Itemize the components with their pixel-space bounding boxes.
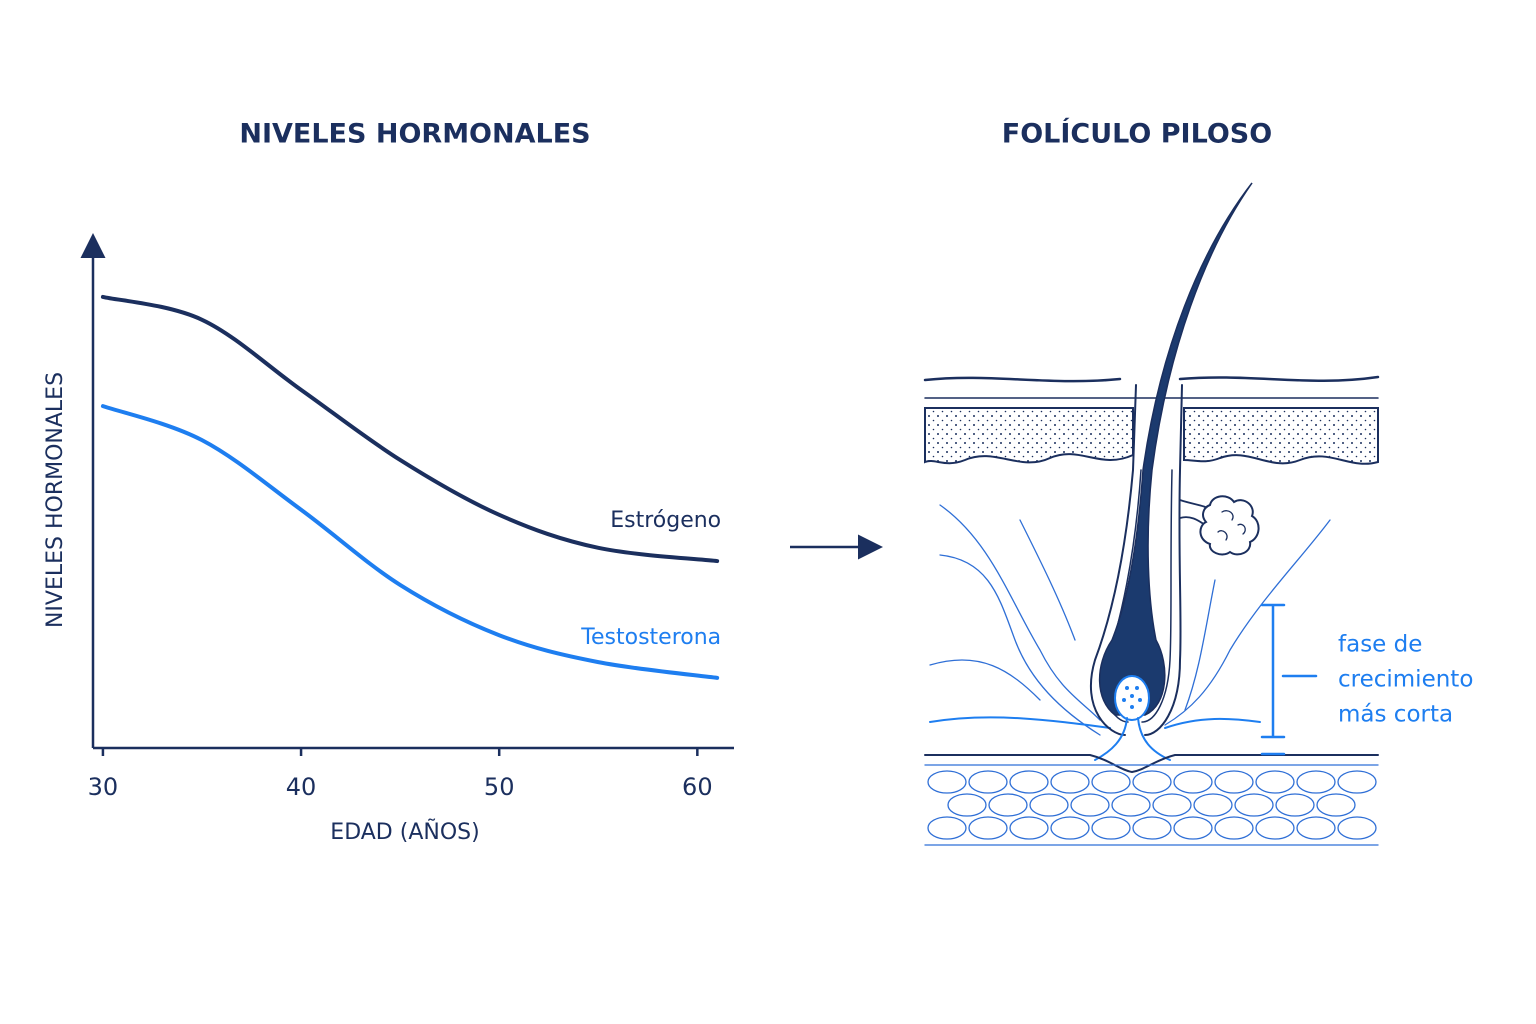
- x-tick-label: 60: [682, 773, 713, 801]
- fat-cell: [1234, 793, 1274, 817]
- fat-cell: [988, 793, 1028, 817]
- fat-cell: [1214, 770, 1254, 794]
- annotation-line: más corta: [1338, 702, 1453, 728]
- vessel: [939, 554, 1101, 736]
- fat-cell: [1111, 793, 1151, 817]
- follicle-diagram: FOLÍCULO PILOSO: [923, 118, 1473, 846]
- y-axis-label: NIVELES HORMONALES: [43, 372, 68, 628]
- fat-cell: [1337, 816, 1377, 840]
- fat-cell: [1091, 770, 1131, 794]
- fat-cell: [1337, 770, 1377, 794]
- fat-cell: [927, 770, 967, 794]
- annotation-line: fase de: [1338, 632, 1422, 658]
- series-line: [100, 404, 720, 680]
- fat-cell: [1029, 793, 1069, 817]
- vessel: [1184, 579, 1216, 711]
- fat-cell: [927, 816, 967, 840]
- fat-cell: [1132, 770, 1172, 794]
- fat-cell: [1316, 793, 1356, 817]
- fat-cell: [1214, 816, 1254, 840]
- fat-cell: [1275, 793, 1315, 817]
- fat-cell: [1152, 793, 1192, 817]
- fat-cell: [1255, 816, 1295, 840]
- x-tick-label: 30: [88, 773, 119, 801]
- vessel: [1019, 519, 1076, 641]
- fat-cell: [1009, 816, 1049, 840]
- sebaceous-gland: [1199, 495, 1260, 556]
- fat-cell: [1193, 793, 1233, 817]
- fat-cell: [1009, 770, 1049, 794]
- series-label: Testosterona: [580, 625, 721, 650]
- dermis-boundary: [924, 754, 1379, 774]
- gland-lobules: [1217, 510, 1246, 541]
- vessel: [929, 659, 1041, 701]
- fat-cell: [1050, 816, 1090, 840]
- epidermis-left: [924, 407, 1134, 465]
- phase-bracket: [1260, 603, 1286, 756]
- fat-cell: [1091, 816, 1131, 840]
- annotation-line: crecimiento: [1338, 667, 1473, 693]
- chart-layer: 30 40 50 60 Estrógeno Testosterona: [88, 294, 721, 801]
- vessel: [929, 716, 1111, 729]
- fat-cell: [1070, 793, 1110, 817]
- chart-title: NIVELES HORMONALES: [239, 119, 590, 150]
- fat-cell: [1173, 816, 1213, 840]
- fat-cell: [1296, 770, 1336, 794]
- vessel: [939, 504, 1101, 721]
- fat-cell: [968, 770, 1008, 794]
- series-line: [100, 294, 720, 564]
- vessel: [1164, 717, 1261, 729]
- fat-cell: [1132, 816, 1172, 840]
- fat-cell: [968, 816, 1008, 840]
- x-tick-label: 50: [484, 773, 515, 801]
- fat-cell: [1296, 816, 1336, 840]
- papilla-dots: [1122, 686, 1142, 709]
- fat-cell: [1050, 770, 1090, 794]
- epidermis-right: [1183, 407, 1379, 465]
- fat-cell: [1255, 770, 1295, 794]
- follicle-outer: [1089, 384, 1137, 736]
- diagram-title: FOLÍCULO PILOSO: [1002, 118, 1272, 150]
- fat-cell: [1173, 770, 1213, 794]
- fat-cell: [947, 793, 987, 817]
- x-axis-label: EDAD (AÑOS): [330, 818, 479, 845]
- vessel: [1164, 519, 1331, 726]
- fat-cells: [927, 770, 1377, 840]
- follicle-outer: [1144, 384, 1183, 736]
- x-tick-label: 40: [286, 773, 317, 801]
- skin-surface: [923, 375, 1380, 383]
- series-label: Estrógeno: [610, 508, 721, 533]
